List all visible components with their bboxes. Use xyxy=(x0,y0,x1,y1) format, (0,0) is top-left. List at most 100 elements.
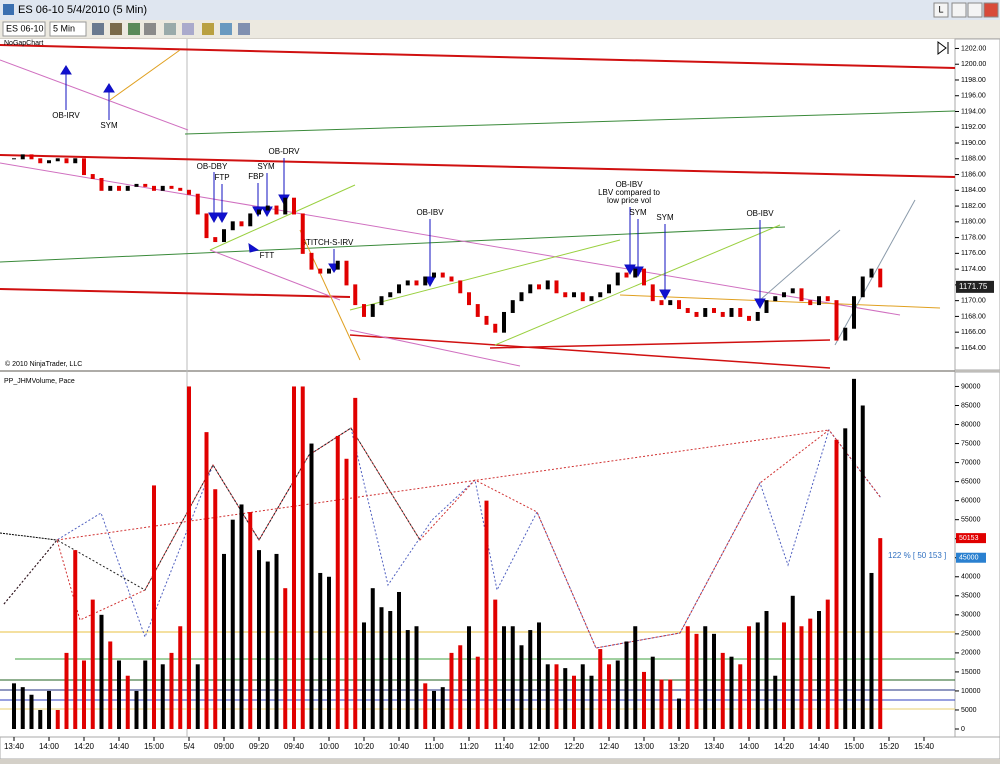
arrow-head xyxy=(208,212,220,224)
annotation: STITCH-S-IRV xyxy=(301,238,354,247)
y-tick-label: 40000 xyxy=(961,574,981,581)
volume-bar xyxy=(187,386,191,730)
volume-bar xyxy=(239,504,244,730)
price-bar-body xyxy=(274,205,279,215)
last-volume-label: 50153 xyxy=(959,535,979,542)
strategies-button[interactable] xyxy=(238,23,250,35)
volume-bar xyxy=(397,591,401,730)
volume-bar xyxy=(222,553,226,730)
close-button[interactable] xyxy=(983,2,999,18)
trend-line xyxy=(209,249,341,301)
price-bar-body xyxy=(248,213,253,227)
x-tick-label: 14:20 xyxy=(74,742,95,751)
properties-button[interactable] xyxy=(202,23,214,35)
price-bar-body xyxy=(484,315,489,325)
volume-bar xyxy=(782,622,786,730)
volume-bar xyxy=(213,489,218,730)
volume-bar xyxy=(747,626,751,730)
volume-bar xyxy=(82,660,86,730)
volume-bar xyxy=(47,690,51,730)
y-tick-label: 60000 xyxy=(961,497,981,504)
y-tick-label: 1184.00 xyxy=(961,187,986,194)
y-tick-label: 1174.00 xyxy=(961,266,986,273)
interval-select[interactable] xyxy=(49,21,87,37)
price-bar-body xyxy=(694,311,699,317)
x-tick-label: 10:40 xyxy=(389,742,410,751)
arrow-head xyxy=(754,298,766,310)
price-bar-body xyxy=(799,288,804,302)
maximize-button[interactable] xyxy=(967,2,983,18)
x-tick-label: 13:20 xyxy=(669,742,690,751)
price-bar-body xyxy=(125,185,130,191)
price-bar-body xyxy=(187,189,191,195)
price-bar-body xyxy=(55,158,60,162)
crosshair-button[interactable] xyxy=(182,23,194,35)
trend-line xyxy=(489,339,831,349)
volume-bar xyxy=(738,664,743,730)
instrument-select[interactable] xyxy=(2,21,46,37)
price-bar-body xyxy=(300,213,305,254)
x-tick-label: 15:00 xyxy=(144,742,165,751)
scroll-end-button[interactable] xyxy=(937,41,949,55)
volume-bar xyxy=(143,660,148,730)
volume-bar xyxy=(64,652,69,730)
volume-bar xyxy=(598,649,603,730)
volume-bar xyxy=(764,611,769,730)
price-bar-body xyxy=(318,268,323,274)
annotation: OB-DRV xyxy=(269,147,301,156)
fan-line xyxy=(109,49,181,101)
price-bar-body xyxy=(563,292,568,298)
volume-bar xyxy=(160,664,165,730)
price-bar-body xyxy=(423,276,428,286)
y-tick-label: 1188.00 xyxy=(961,156,986,163)
fan-line xyxy=(349,239,621,311)
price-bar-body xyxy=(537,284,541,290)
volume-bar xyxy=(29,694,34,730)
zoom-in-button[interactable] xyxy=(128,23,140,35)
price-bar-body xyxy=(143,183,148,187)
volume-bar xyxy=(370,588,375,730)
price-bar-body xyxy=(29,154,34,160)
price-bar-body xyxy=(222,229,226,243)
volume-bar xyxy=(125,675,130,730)
bar-type-button[interactable] xyxy=(92,23,104,35)
volume-bar xyxy=(493,599,498,730)
volume-bar xyxy=(90,599,95,730)
price-bar-body xyxy=(782,292,786,298)
price-bar-body xyxy=(747,315,751,321)
volume-bar xyxy=(195,664,200,730)
volume-bar xyxy=(283,588,288,730)
price-bar-body xyxy=(134,183,139,187)
cursor-button[interactable] xyxy=(164,23,176,35)
volume-bar xyxy=(449,652,454,730)
volume-bar xyxy=(423,683,428,730)
volume-bar xyxy=(642,671,646,730)
price-bar-body xyxy=(545,280,550,290)
lock-button[interactable] xyxy=(933,2,949,18)
price-axis xyxy=(954,38,1000,371)
trend-line xyxy=(0,154,956,178)
indicators-button[interactable] xyxy=(220,23,232,35)
y-tick-label: 1198.00 xyxy=(961,77,986,84)
draw-button[interactable] xyxy=(110,23,122,35)
volume-bar xyxy=(458,645,463,730)
arrow-head xyxy=(103,83,115,93)
price-bar-body xyxy=(720,311,725,317)
y-tick-label: 65000 xyxy=(961,478,981,485)
volume-bar xyxy=(344,458,349,730)
zoom-out-button[interactable] xyxy=(144,23,156,35)
x-tick-label: 14:00 xyxy=(739,742,760,751)
price-bar-body xyxy=(703,308,708,317)
minimize-button[interactable] xyxy=(951,2,967,18)
y-tick-label: 1200.00 xyxy=(961,61,986,68)
fan-line xyxy=(299,229,361,361)
price-bar-body xyxy=(169,185,174,189)
volume-bar xyxy=(650,656,655,730)
volume-bar xyxy=(300,386,305,730)
price-bar-body xyxy=(160,185,165,191)
price-bar-body xyxy=(90,174,95,179)
volume-bar xyxy=(668,679,673,730)
volume-bar xyxy=(545,664,550,730)
volume-bar xyxy=(362,622,366,730)
